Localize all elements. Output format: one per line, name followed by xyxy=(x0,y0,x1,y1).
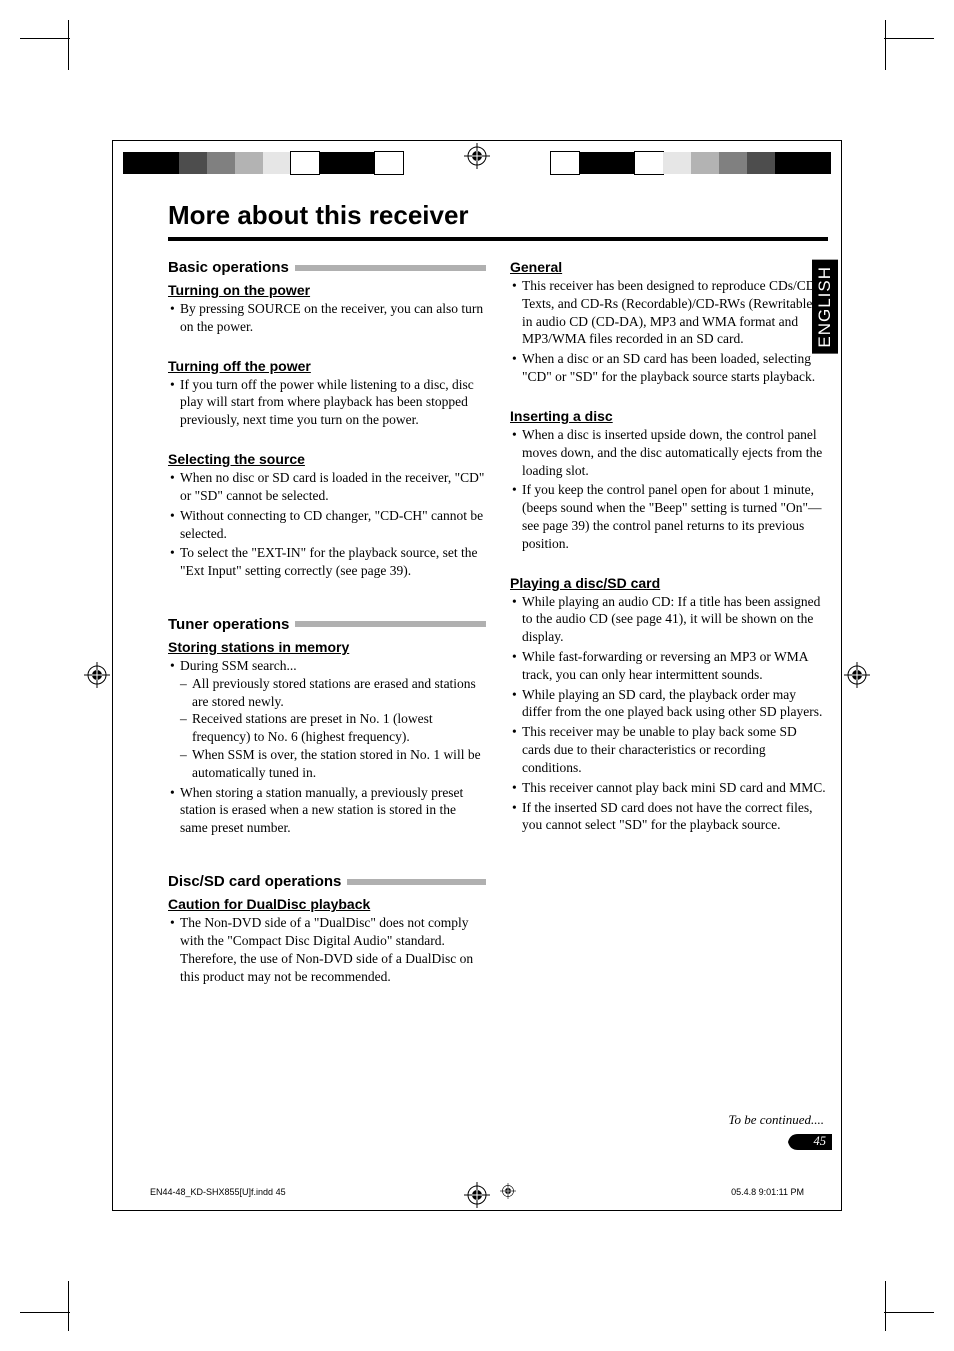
registration-mark-icon xyxy=(500,1183,516,1201)
color-swatch xyxy=(263,152,291,174)
list-item: While fast-forwarding or reversing an MP… xyxy=(510,648,828,684)
color-swatch xyxy=(747,152,775,174)
color-swatch xyxy=(607,152,635,174)
subhead-caution-dualdisc: Caution for DualDisc playback xyxy=(168,896,486,912)
list-item: This receiver has been designed to repro… xyxy=(510,277,828,348)
color-swatch xyxy=(319,152,347,174)
page-content: More about this receiver Basic operation… xyxy=(168,200,828,987)
list-item: When no disc or SD card is loaded in the… xyxy=(168,469,486,505)
registration-mark-icon xyxy=(844,662,870,688)
subhead-general: General xyxy=(510,259,828,275)
list: While playing an audio CD: If a title ha… xyxy=(510,593,828,835)
list-item: If you keep the control panel open for a… xyxy=(510,481,828,552)
color-swatch xyxy=(635,152,663,174)
list: This receiver has been designed to repro… xyxy=(510,277,828,386)
section-disc-sd-operations: Disc/SD card operations xyxy=(168,873,486,890)
section-label: Tuner operations xyxy=(168,616,289,633)
right-column: General This receiver has been designed … xyxy=(510,253,828,987)
crop-mark xyxy=(68,20,69,70)
color-swatch xyxy=(663,152,691,174)
list-subitem: When SSM is over, the station stored in … xyxy=(180,746,486,782)
crop-mark xyxy=(20,1312,70,1313)
list: When no disc or SD card is loaded in the… xyxy=(168,469,486,580)
print-footer: EN44-48_KD-SHX855[U]f.indd 45 05.4.8 9:0… xyxy=(150,1183,804,1201)
list-subitem: All previously stored stations are erase… xyxy=(180,675,486,711)
color-swatch xyxy=(775,152,803,174)
section-basic-operations: Basic operations xyxy=(168,259,486,276)
section-bar xyxy=(295,265,486,271)
color-swatch xyxy=(375,152,403,174)
list-subitem: Received stations are preset in No. 1 (l… xyxy=(180,710,486,746)
subhead-storing-stations: Storing stations in memory xyxy=(168,639,486,655)
crop-mark xyxy=(68,1281,69,1331)
crop-mark xyxy=(885,20,886,70)
section-tuner-operations: Tuner operations xyxy=(168,616,486,633)
left-column: Basic operations Turning on the power By… xyxy=(168,253,486,987)
list: During SSM search...All previously store… xyxy=(168,657,486,837)
list-item: During SSM search...All previously store… xyxy=(168,657,486,782)
footer-filename: EN44-48_KD-SHX855[U]f.indd 45 xyxy=(150,1187,286,1197)
section-label: Disc/SD card operations xyxy=(168,873,341,890)
footer-timestamp: 05.4.8 9:01:11 PM xyxy=(731,1187,804,1197)
list: If you turn off the power while listenin… xyxy=(168,376,486,429)
color-swatch xyxy=(719,152,747,174)
list-item: When a disc is inserted upside down, the… xyxy=(510,426,828,479)
title-rule xyxy=(168,237,828,241)
list: The Non-DVD side of a "DualDisc" does no… xyxy=(168,914,486,985)
color-swatch xyxy=(207,152,235,174)
continued-text: To be continued.... xyxy=(728,1112,824,1128)
list-item: Without connecting to CD changer, "CD-CH… xyxy=(168,507,486,543)
color-swatch xyxy=(179,152,207,174)
list-item: By pressing SOURCE on the receiver, you … xyxy=(168,300,486,336)
crop-mark xyxy=(20,38,70,39)
color-swatch xyxy=(347,152,375,174)
page-number: 45 xyxy=(788,1134,832,1150)
columns: Basic operations Turning on the power By… xyxy=(168,253,828,987)
crop-mark xyxy=(884,1312,934,1313)
list: By pressing SOURCE on the receiver, you … xyxy=(168,300,486,336)
crop-mark xyxy=(885,1281,886,1331)
color-swatch xyxy=(803,152,831,174)
subhead-turning-on: Turning on the power xyxy=(168,282,486,298)
list-item: When a disc or an SD card has been loade… xyxy=(510,350,828,386)
color-swatch xyxy=(291,152,319,174)
registration-mark-icon xyxy=(464,143,490,169)
color-swatch xyxy=(235,152,263,174)
section-label: Basic operations xyxy=(168,259,289,276)
subhead-inserting-disc: Inserting a disc xyxy=(510,408,828,424)
subhead-selecting-source: Selecting the source xyxy=(168,451,486,467)
list-item: While playing an SD card, the playback o… xyxy=(510,686,828,722)
color-bar-left xyxy=(123,152,403,174)
page-title: More about this receiver xyxy=(168,200,828,231)
color-swatch xyxy=(123,152,151,174)
page-number-text: 45 xyxy=(814,1134,827,1149)
list-item: If the inserted SD card does not have th… xyxy=(510,799,828,835)
color-bar-right xyxy=(551,152,831,174)
list: When a disc is inserted upside down, the… xyxy=(510,426,828,553)
color-swatch xyxy=(151,152,179,174)
crop-mark xyxy=(884,38,934,39)
color-swatch xyxy=(579,152,607,174)
list-item: While playing an audio CD: If a title ha… xyxy=(510,593,828,646)
registration-mark-icon xyxy=(84,662,110,688)
subhead-turning-off: Turning off the power xyxy=(168,358,486,374)
section-bar xyxy=(295,621,486,627)
list-item: The Non-DVD side of a "DualDisc" does no… xyxy=(168,914,486,985)
list-item: This receiver cannot play back mini SD c… xyxy=(510,779,828,797)
list-item: To select the "EXT-IN" for the playback … xyxy=(168,544,486,580)
color-swatch xyxy=(551,152,579,174)
color-swatch xyxy=(691,152,719,174)
subhead-playing-disc-sd: Playing a disc/SD card xyxy=(510,575,828,591)
list-item: If you turn off the power while listenin… xyxy=(168,376,486,429)
list-item: When storing a station manually, a previ… xyxy=(168,784,486,837)
list-item: This receiver may be unable to play back… xyxy=(510,723,828,776)
section-bar xyxy=(347,879,486,885)
